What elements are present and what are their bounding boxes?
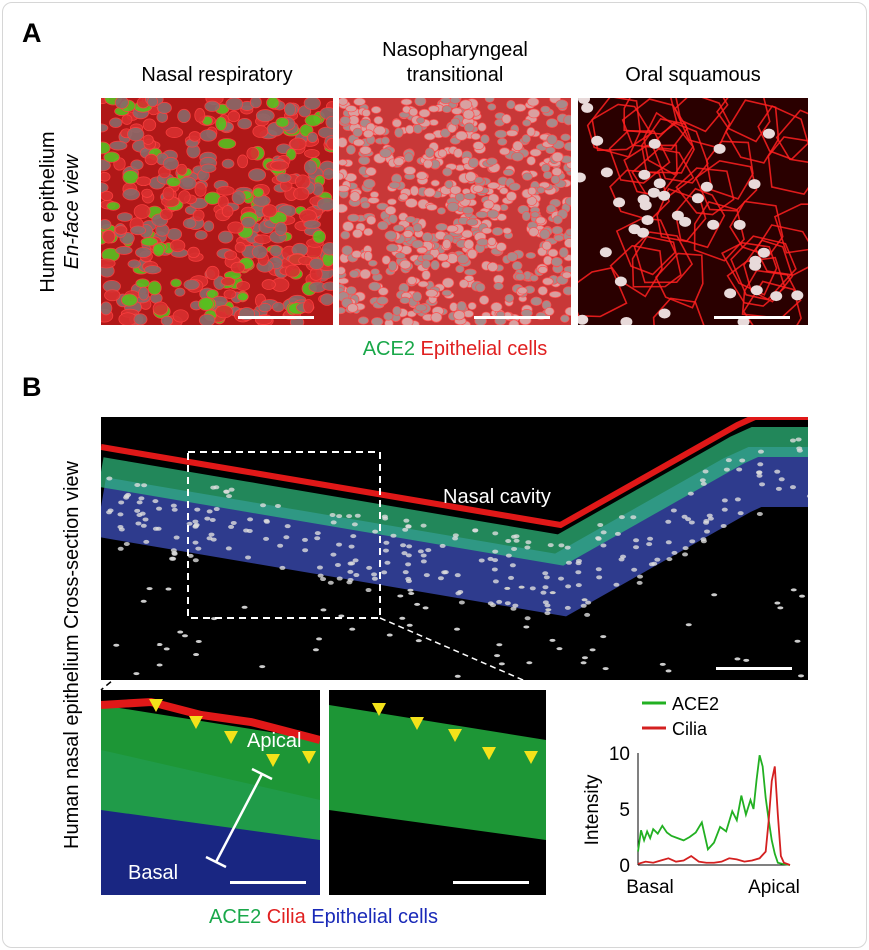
title-line1: Nasopharyngeal xyxy=(382,39,528,61)
micrograph-cross-section xyxy=(101,417,808,680)
arrowhead-icon xyxy=(482,747,496,760)
series-line-ace2 xyxy=(637,755,791,866)
series-line-cilia xyxy=(637,766,791,866)
arrowhead-icon xyxy=(410,717,424,730)
arrowhead-icon xyxy=(302,751,316,764)
arrowhead-icon xyxy=(224,731,238,744)
inset-merged xyxy=(101,690,320,895)
panel-b-letter: B xyxy=(22,372,42,402)
arrowhead-icon xyxy=(149,699,163,712)
panel-a-legend: ACE2 Epithelial cells xyxy=(339,338,571,361)
legend-label: Cilia xyxy=(672,719,708,739)
arrowhead-icon xyxy=(189,716,203,729)
zoom-line-right xyxy=(379,617,547,691)
panel-b-legend: ACE2 Cilia Epithelial cells xyxy=(101,906,546,929)
nasal-cavity-label: Nasal cavity xyxy=(443,486,551,508)
column-title-nasopharyngeal: Nasopharyngeal transitional xyxy=(339,38,571,88)
scale-bar xyxy=(453,881,529,884)
y-tick-label: 10 xyxy=(609,744,630,765)
arrowhead-icon xyxy=(372,703,386,716)
y-tick-label: 5 xyxy=(619,800,630,821)
zoom-line-left xyxy=(100,617,189,691)
title-line2: transitional xyxy=(406,64,504,86)
panel-a-letter: A xyxy=(22,18,42,48)
y-axis-label: Intensity xyxy=(582,774,603,845)
scale-bar xyxy=(230,881,306,884)
scale-bar xyxy=(238,316,314,319)
micrograph-nasopharyngeal xyxy=(339,98,571,325)
column-title-nasal-respiratory: Nasal respiratory xyxy=(101,63,333,88)
basal-label: Basal xyxy=(128,862,179,884)
x-tick-label-basal: Basal xyxy=(626,877,674,898)
scale-bar xyxy=(474,316,550,319)
scale-bar xyxy=(716,667,792,670)
legend-cilia: Cilia xyxy=(266,906,306,928)
apical-label: Apical xyxy=(247,730,302,752)
legend-ace2: ACE2 xyxy=(362,338,415,360)
arrowhead-icon xyxy=(266,754,280,767)
y-tick-label: 0 xyxy=(619,856,630,877)
legend-epithelial: Epithelial cells xyxy=(420,338,548,360)
title-text: Oral squamous xyxy=(625,64,761,86)
arrowhead-icon xyxy=(524,751,538,764)
measure-line xyxy=(205,767,273,869)
legend-epithelial: Epithelial cells xyxy=(311,906,438,928)
micrograph-oral-squamous xyxy=(578,98,808,325)
column-title-oral-squamous: Oral squamous xyxy=(578,63,808,88)
legend-ace2: ACE2 xyxy=(208,906,262,928)
micrograph-nasal-respiratory xyxy=(101,98,333,325)
intensity-chart: ACE2 Cilia Intensity Basal Apical 0 5 10 xyxy=(582,694,800,898)
x-tick-label-apical: Apical xyxy=(748,877,800,898)
legend-label: ACE2 xyxy=(672,694,719,714)
scale-bar xyxy=(714,316,790,319)
zoom-box xyxy=(187,451,381,619)
arrowhead-icon xyxy=(448,729,462,742)
inset-ace2 xyxy=(329,690,546,895)
title-text: Nasal respiratory xyxy=(141,64,293,86)
